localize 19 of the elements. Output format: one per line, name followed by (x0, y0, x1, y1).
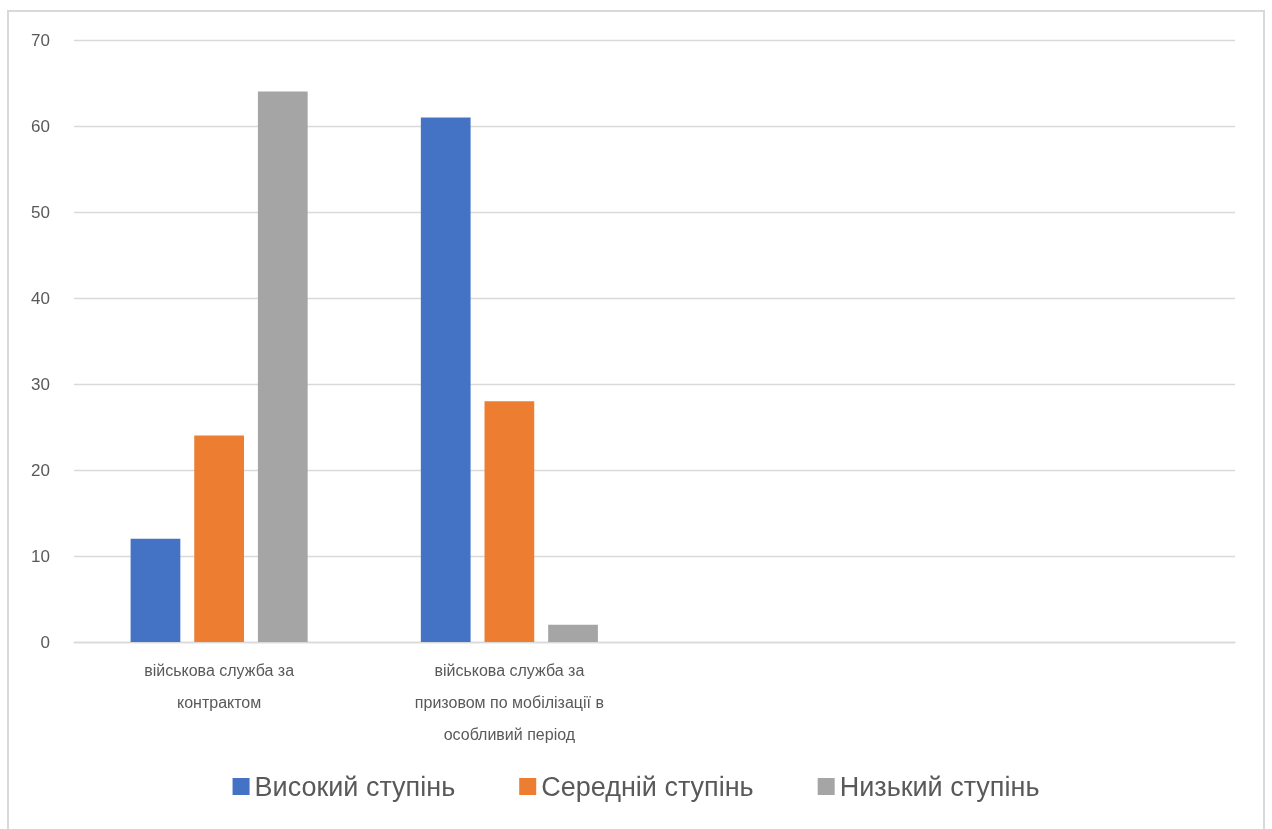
y-tick-label: 70 (31, 30, 50, 50)
legend-label: Низький ступінь (839, 771, 1040, 802)
x-tick-label: військова служба за призовом по мобілізації в особливий період (414, 661, 604, 743)
legend-label: Високий ступінь (254, 771, 456, 802)
y-tick-label: 30 (31, 374, 50, 394)
bar (420, 117, 471, 642)
bar (130, 538, 181, 642)
bar (484, 401, 535, 642)
y-tick-label: 0 (40, 632, 50, 652)
y-tick-label: 50 (31, 202, 50, 222)
legend-label: Середній ступінь (541, 771, 754, 802)
x-tick-label: військова служба за контрактом (144, 661, 295, 711)
y-tick-label: 10 (31, 546, 50, 566)
y-tick-label: 60 (31, 116, 50, 136)
bar (257, 91, 308, 642)
y-tick-label: 20 (31, 460, 50, 480)
bar (194, 435, 244, 642)
y-tick-label: 40 (31, 288, 50, 308)
bar (548, 624, 598, 642)
